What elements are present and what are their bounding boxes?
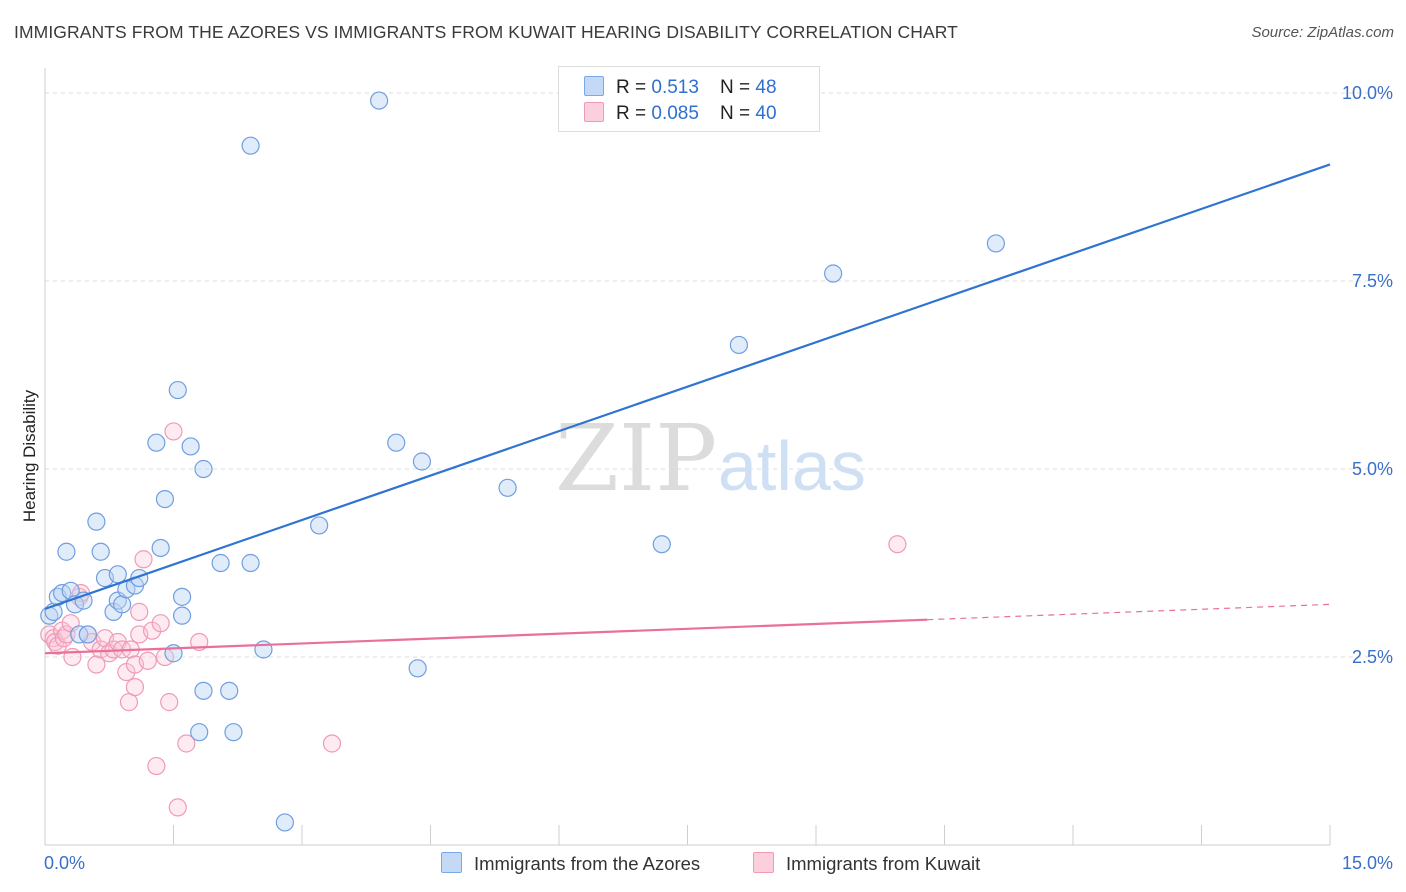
legend-swatch-azores	[584, 76, 604, 96]
y-tick-label: 2.5%	[1352, 647, 1393, 667]
azores-point	[412, 452, 432, 471]
legend-row-azores: R = 0.513 N = 48	[584, 76, 777, 102]
azores-point	[652, 535, 671, 554]
legend-n-label: N =	[720, 77, 756, 98]
azores-point	[172, 587, 192, 606]
azores-series-name: Immigrants from the Azores	[474, 853, 701, 874]
azores-point	[824, 264, 843, 283]
azores-point	[211, 553, 230, 573]
azores-point	[241, 136, 260, 155]
kuwait-point	[138, 651, 157, 670]
azores-point	[498, 478, 517, 497]
azores-point	[57, 542, 76, 561]
azores-point	[112, 595, 132, 614]
azores-point	[168, 380, 187, 400]
trend-line-kuwait-extension	[927, 603, 1331, 621]
azores-point	[194, 681, 213, 700]
azores-point	[275, 813, 294, 832]
azores-point	[986, 234, 1006, 253]
grid-lines	[45, 92, 1370, 658]
azores-point	[172, 606, 192, 625]
kuwait-point	[125, 677, 145, 697]
trend-lines	[44, 163, 1331, 655]
legend-n-value: 40	[755, 103, 777, 124]
axes	[44, 68, 1331, 846]
legend-r-label: R =	[616, 103, 652, 124]
azores-point	[181, 437, 200, 456]
kuwait-swatch	[753, 852, 774, 873]
azores-point	[87, 512, 106, 531]
legend-n-value: 48	[755, 77, 777, 98]
source-label: Source: ZipAtlas.com	[1251, 24, 1394, 41]
azores-point	[91, 542, 110, 561]
chart-title: IMMIGRANTS FROM THE AZORES VS IMMIGRANTS…	[14, 22, 958, 42]
azores-point	[408, 659, 427, 678]
azores-point	[310, 516, 329, 535]
kuwait-series-name: Immigrants from Kuwait	[786, 853, 981, 874]
kuwait-point	[168, 798, 187, 817]
kuwait-point	[147, 756, 166, 776]
azores-point	[224, 723, 243, 742]
legend-row-kuwait: R = 0.085 N = 40	[584, 102, 777, 128]
azores-point	[254, 640, 273, 659]
kuwait-point	[134, 550, 153, 569]
y-tick-label: 5.0%	[1352, 459, 1393, 479]
y-tick-label: 10.0%	[1342, 83, 1393, 103]
kuwait-point	[177, 734, 196, 753]
trend-line-azores	[44, 163, 1331, 610]
azores-point	[220, 681, 239, 700]
azores-point	[190, 723, 209, 742]
kuwait-point	[164, 422, 183, 441]
azores-points	[40, 91, 1006, 832]
legend-n-label: N =	[720, 103, 756, 124]
azores-point	[387, 433, 406, 452]
x-tick-label: 15.0%	[1342, 853, 1393, 873]
kuwait-point	[87, 655, 106, 674]
watermark-atlas: atlas	[718, 427, 866, 505]
trend-line-kuwait	[44, 618, 928, 655]
legend-r-value: 0.513	[651, 77, 699, 98]
legend-swatch-kuwait	[584, 102, 604, 122]
azores-point	[155, 489, 175, 509]
correlation-legend: R = 0.513 N = 48 R = 0.085 N = 40	[558, 66, 820, 132]
watermark-zip: ZIP	[555, 405, 717, 512]
kuwait-points	[40, 422, 907, 817]
series-legend-kuwait: Immigrants from Kuwait	[753, 852, 980, 875]
azores-point	[370, 91, 389, 110]
azores-point	[241, 553, 260, 573]
tick-labels: 2.5% 5.0% 7.5% 10.0% 0.0% 15.0%	[44, 83, 1393, 873]
legend-r-value: 0.085	[651, 103, 699, 124]
azores-point	[147, 433, 166, 452]
azores-point	[78, 625, 97, 644]
azores-point	[194, 459, 213, 479]
watermark: ZIP atlas	[555, 405, 866, 512]
azores-point	[151, 538, 170, 558]
kuwait-point	[888, 535, 907, 554]
x-tick-label: 0.0%	[44, 853, 85, 873]
series-legend-azores: Immigrants from the Azores	[441, 852, 700, 875]
kuwait-point	[130, 602, 149, 621]
kuwait-point	[151, 614, 170, 633]
y-tick-label: 7.5%	[1352, 271, 1393, 291]
kuwait-point	[322, 734, 342, 753]
kuwait-point	[160, 693, 179, 712]
y-axis-label: Hearing Disability	[20, 389, 39, 522]
azores-point	[108, 565, 127, 584]
azores-swatch	[441, 852, 462, 873]
azores-point	[729, 335, 749, 355]
legend-r-label: R =	[616, 77, 652, 98]
kuwait-point	[57, 625, 76, 644]
